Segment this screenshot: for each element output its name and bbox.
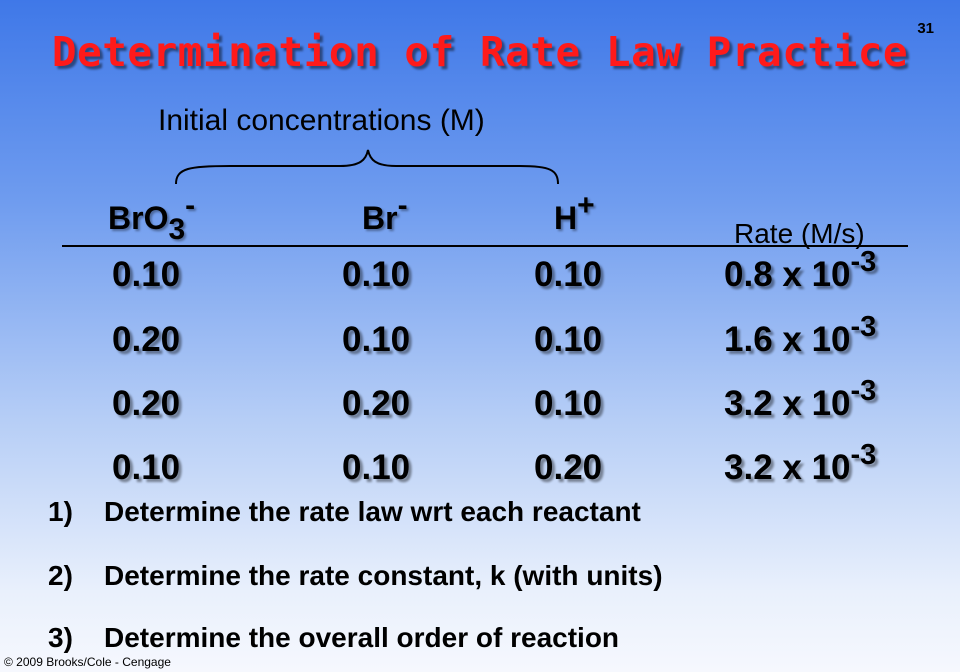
cell-br: 0.10 (342, 320, 411, 359)
header-bro3: BrO3- (108, 189, 196, 246)
cell-h: 0.10 (534, 255, 603, 294)
header-divider (62, 245, 908, 247)
cell-bro3: 0.10 (112, 448, 181, 487)
brace-icon (175, 149, 559, 185)
cell-br: 0.10 (342, 255, 411, 294)
cell-bro3: 0.10 (112, 255, 181, 294)
cell-rate: 3.2 x 10-3 (724, 439, 877, 488)
cell-bro3: 0.20 (112, 320, 181, 359)
cell-h: 0.20 (534, 448, 603, 487)
header-h: H+ (554, 189, 595, 237)
slide-title: Determination of Rate Law Practice (51, 28, 909, 76)
header-rate: Rate (M/s) (734, 218, 865, 249)
question-3: 3) Determine the overall order of reactio… (48, 622, 620, 653)
subtitle: Initial concentrations (M) (158, 104, 485, 137)
cell-h: 0.10 (534, 384, 603, 423)
question-1: 1) Determine the rate law wrt each reacta… (48, 496, 641, 527)
slide-number: 31 (917, 20, 934, 37)
cell-br: 0.10 (342, 448, 411, 487)
cell-rate: 3.2 x 10-3 (724, 375, 877, 424)
cell-rate: 0.8 x 10-3 (724, 246, 877, 295)
cell-rate: 1.6 x 10-3 (724, 311, 877, 360)
cell-br: 0.20 (342, 384, 411, 423)
header-br: Br- (362, 189, 408, 237)
cell-h: 0.10 (534, 320, 603, 359)
question-2: 2) Determine the rate constant, k (with u… (48, 560, 663, 591)
cell-bro3: 0.20 (112, 384, 181, 423)
copyright: © 2009 Brooks/Cole - Cengage (4, 655, 171, 669)
